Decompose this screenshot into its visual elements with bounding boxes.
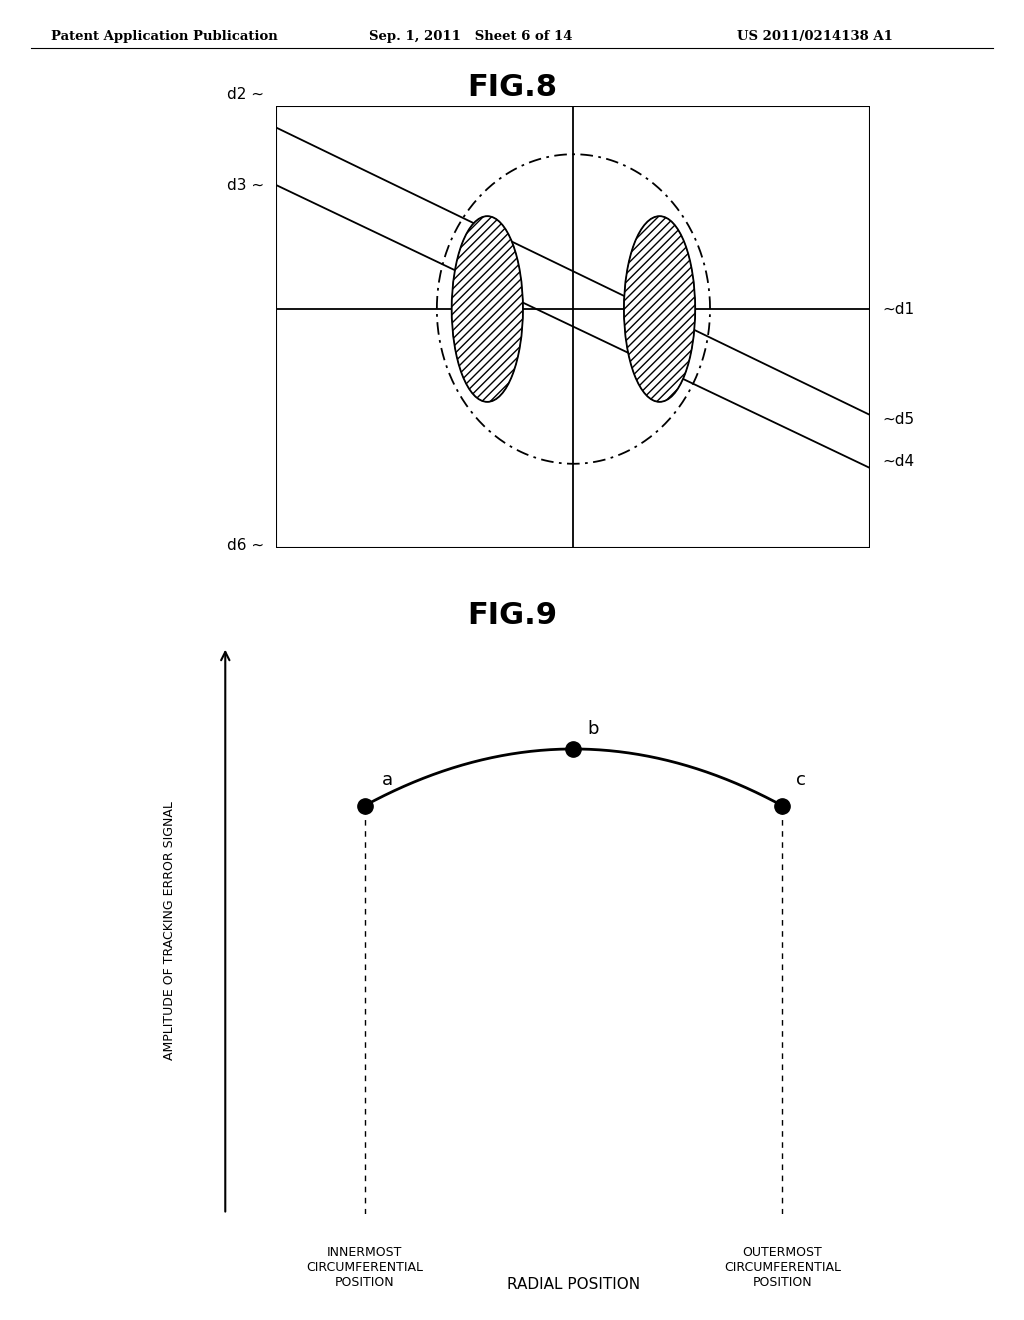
Text: a: a (382, 771, 393, 788)
Ellipse shape (452, 216, 523, 401)
Text: RADIAL POSITION: RADIAL POSITION (507, 1276, 640, 1292)
Text: Sep. 1, 2011   Sheet 6 of 14: Sep. 1, 2011 Sheet 6 of 14 (369, 30, 572, 44)
Text: c: c (797, 771, 806, 788)
Text: d2 ~: d2 ~ (227, 87, 264, 102)
Text: US 2011/0214138 A1: US 2011/0214138 A1 (737, 30, 893, 44)
Text: ~d5: ~d5 (883, 412, 914, 426)
Text: d3 ~: d3 ~ (227, 178, 264, 193)
Ellipse shape (624, 216, 695, 401)
Text: ~d4: ~d4 (883, 454, 914, 469)
Text: Patent Application Publication: Patent Application Publication (51, 30, 278, 44)
Text: b: b (588, 719, 599, 738)
Text: AMPLITUDE OF TRACKING ERROR SIGNAL: AMPLITUDE OF TRACKING ERROR SIGNAL (163, 801, 176, 1060)
Text: OUTERMOST
CIRCUMFERENTIAL
POSITION: OUTERMOST CIRCUMFERENTIAL POSITION (724, 1246, 841, 1288)
Text: ~d1: ~d1 (883, 301, 914, 317)
Text: INNERMOST
CIRCUMFERENTIAL
POSITION: INNERMOST CIRCUMFERENTIAL POSITION (306, 1246, 423, 1288)
Text: d6 ~: d6 ~ (227, 537, 264, 553)
Text: FIG.9: FIG.9 (467, 601, 557, 630)
Text: FIG.8: FIG.8 (467, 73, 557, 102)
